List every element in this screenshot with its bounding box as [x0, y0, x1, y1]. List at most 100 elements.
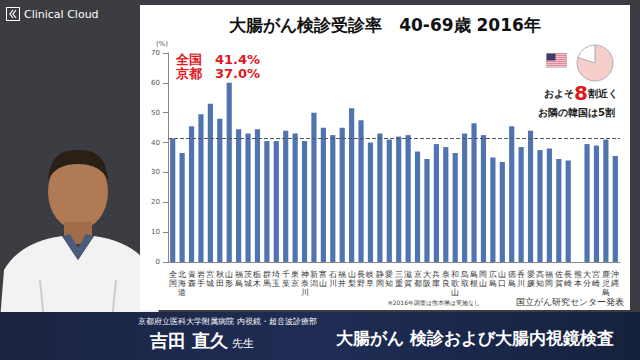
- svg-text:(%): (%): [156, 40, 168, 48]
- svg-text:知: 知: [536, 279, 544, 288]
- svg-text:全国 41.4%: 全国 41.4%: [175, 52, 260, 67]
- svg-text:知: 知: [385, 279, 393, 288]
- svg-text:口: 口: [498, 279, 506, 288]
- svg-text:※2016年調査は熊本県は実施なし: ※2016年調査は熊本県は実施なし: [388, 299, 480, 307]
- svg-text:岩: 岩: [197, 270, 205, 279]
- svg-text:宮: 宮: [592, 270, 600, 279]
- svg-text:新: 新: [310, 270, 318, 279]
- svg-text:賀: 賀: [555, 279, 563, 288]
- svg-text:神: 神: [301, 270, 309, 279]
- svg-text:都: 都: [414, 279, 422, 288]
- svg-text:重: 重: [395, 279, 403, 288]
- svg-text:馬: 馬: [262, 279, 271, 288]
- svg-text:広: 広: [489, 270, 497, 279]
- svg-text:分: 分: [583, 279, 591, 288]
- svg-text:秋: 秋: [216, 270, 224, 279]
- svg-text:野: 野: [357, 279, 365, 288]
- svg-text:60: 60: [151, 79, 160, 87]
- svg-text:葉: 葉: [282, 279, 290, 288]
- svg-text:木: 木: [253, 279, 261, 288]
- svg-text:愛: 愛: [527, 270, 535, 279]
- svg-text:歌: 歌: [451, 279, 459, 288]
- svg-text:兵: 兵: [432, 270, 440, 279]
- svg-text:茨: 茨: [244, 270, 252, 279]
- svg-text:国: 国: [169, 279, 177, 288]
- svg-text:庫: 庫: [432, 279, 440, 288]
- svg-text:大: 大: [583, 270, 591, 279]
- svg-text:奈: 奈: [442, 270, 450, 279]
- svg-text:埼: 埼: [271, 270, 280, 279]
- svg-text:香: 香: [517, 270, 525, 279]
- svg-text:田: 田: [216, 279, 224, 288]
- svg-text:福: 福: [545, 270, 553, 279]
- svg-text:滋: 滋: [404, 270, 412, 279]
- svg-text:海: 海: [178, 279, 186, 288]
- svg-text:0: 0: [156, 258, 160, 266]
- svg-text:鹿: 鹿: [602, 270, 610, 279]
- svg-text:70: 70: [151, 49, 160, 57]
- svg-text:40: 40: [151, 139, 160, 147]
- svg-text:高: 高: [536, 270, 544, 279]
- svg-text:梨: 梨: [348, 279, 356, 288]
- svg-text:沖: 沖: [611, 270, 619, 279]
- svg-text:長: 長: [564, 270, 572, 279]
- svg-text:国立がん研究センター発表: 国立がん研究センター発表: [516, 297, 624, 307]
- svg-text:20: 20: [151, 198, 160, 206]
- svg-text:形: 形: [225, 279, 233, 288]
- svg-text:長: 長: [357, 270, 365, 279]
- svg-text:千: 千: [282, 270, 290, 279]
- svg-text:島: 島: [489, 279, 497, 288]
- svg-text:山: 山: [319, 279, 327, 288]
- svg-text:鳥: 鳥: [460, 270, 469, 279]
- svg-text:岐: 岐: [366, 270, 374, 279]
- svg-text:城: 城: [243, 279, 252, 288]
- svg-text:島: 島: [508, 279, 516, 288]
- svg-text:城: 城: [205, 279, 214, 288]
- svg-text:玉: 玉: [272, 279, 280, 288]
- svg-text:京: 京: [414, 270, 422, 279]
- svg-text:森: 森: [188, 279, 196, 288]
- svg-text:京: 京: [291, 279, 299, 288]
- svg-text:良: 良: [442, 279, 450, 288]
- svg-text:岡: 岡: [376, 279, 384, 288]
- svg-text:三: 三: [395, 270, 403, 279]
- svg-text:京都 37.0%: 京都 37.0%: [175, 66, 260, 81]
- svg-text:石: 石: [329, 270, 337, 279]
- svg-text:手: 手: [197, 279, 205, 288]
- svg-text:群: 群: [263, 270, 271, 279]
- svg-text:児: 児: [602, 279, 610, 288]
- svg-text:およそ: およそ: [544, 88, 574, 99]
- svg-text:島: 島: [602, 288, 610, 297]
- svg-text:山: 山: [498, 270, 506, 279]
- svg-text:山: 山: [451, 288, 459, 297]
- svg-text:川: 川: [329, 279, 337, 288]
- svg-text:8: 8: [574, 81, 588, 105]
- svg-text:北: 北: [178, 270, 186, 279]
- svg-text:10: 10: [151, 228, 160, 236]
- svg-text:佐: 佐: [555, 270, 563, 279]
- svg-text:青: 青: [188, 270, 196, 279]
- svg-text:本: 本: [574, 279, 582, 288]
- svg-text:島: 島: [235, 279, 243, 288]
- svg-text:阜: 阜: [366, 279, 374, 288]
- svg-text:媛: 媛: [527, 279, 535, 288]
- svg-text:山: 山: [225, 270, 233, 279]
- svg-text:賀: 賀: [404, 279, 412, 288]
- svg-text:30: 30: [151, 168, 160, 176]
- svg-text:愛: 愛: [385, 270, 393, 279]
- svg-text:福: 福: [235, 270, 243, 279]
- svg-text:徳: 徳: [508, 270, 516, 279]
- svg-text:岡: 岡: [545, 279, 553, 288]
- svg-text:縄: 縄: [610, 279, 619, 288]
- svg-text:川: 川: [517, 279, 525, 288]
- svg-text:熊: 熊: [574, 270, 582, 279]
- svg-text:山: 山: [479, 279, 487, 288]
- svg-text:宮: 宮: [206, 270, 214, 279]
- svg-text:島: 島: [470, 270, 478, 279]
- svg-text:全: 全: [169, 270, 177, 279]
- svg-text:福: 福: [338, 270, 346, 279]
- svg-text:割近く: 割近く: [587, 88, 618, 100]
- svg-text:奈: 奈: [301, 279, 309, 288]
- svg-text:取: 取: [461, 279, 469, 288]
- svg-text:大: 大: [423, 270, 431, 279]
